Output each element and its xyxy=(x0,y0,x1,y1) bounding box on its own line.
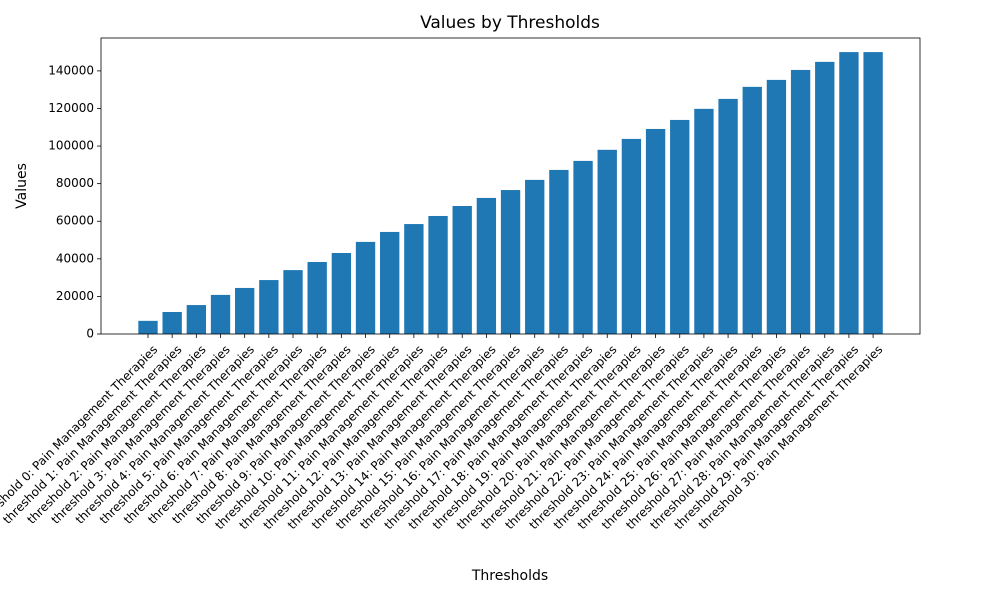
y-tick-label: 20000 xyxy=(56,289,94,303)
bar xyxy=(452,206,472,334)
bar xyxy=(645,128,666,334)
bar xyxy=(815,61,835,335)
plot-frame xyxy=(100,37,921,335)
bar xyxy=(476,197,497,334)
y-tick-label: 0 xyxy=(86,327,94,341)
bar xyxy=(307,262,327,334)
bar xyxy=(718,98,738,335)
y-tick-label: 120000 xyxy=(48,101,94,115)
bar xyxy=(283,270,303,334)
bar xyxy=(138,320,158,334)
chart-title: Values by Thresholds xyxy=(420,13,600,33)
y-axis-label: Values xyxy=(14,163,30,209)
bar xyxy=(863,52,883,334)
bar xyxy=(380,231,400,334)
bar xyxy=(404,224,424,334)
y-tick-label: 40000 xyxy=(56,251,94,265)
bar xyxy=(355,241,376,334)
bar xyxy=(235,287,255,334)
bar xyxy=(766,79,787,334)
bar xyxy=(597,149,617,334)
bar xyxy=(742,86,762,334)
bar xyxy=(500,190,521,334)
bar xyxy=(186,305,207,334)
bar xyxy=(573,160,593,334)
bar xyxy=(428,215,448,334)
bar xyxy=(162,312,182,334)
y-tick-label: 60000 xyxy=(56,214,94,228)
bar xyxy=(694,108,714,334)
y-tick-label: 100000 xyxy=(48,139,94,153)
y-tick-label: 140000 xyxy=(48,63,94,77)
bar xyxy=(839,52,859,334)
y-tick-label: 80000 xyxy=(56,176,94,190)
bar xyxy=(549,169,569,334)
bar xyxy=(525,179,545,334)
bar xyxy=(790,69,811,334)
bar xyxy=(331,252,352,334)
bar xyxy=(670,119,690,335)
bar xyxy=(621,138,642,334)
bar xyxy=(259,280,279,334)
bar xyxy=(210,294,231,334)
x-axis-label: Thresholds xyxy=(471,568,548,584)
